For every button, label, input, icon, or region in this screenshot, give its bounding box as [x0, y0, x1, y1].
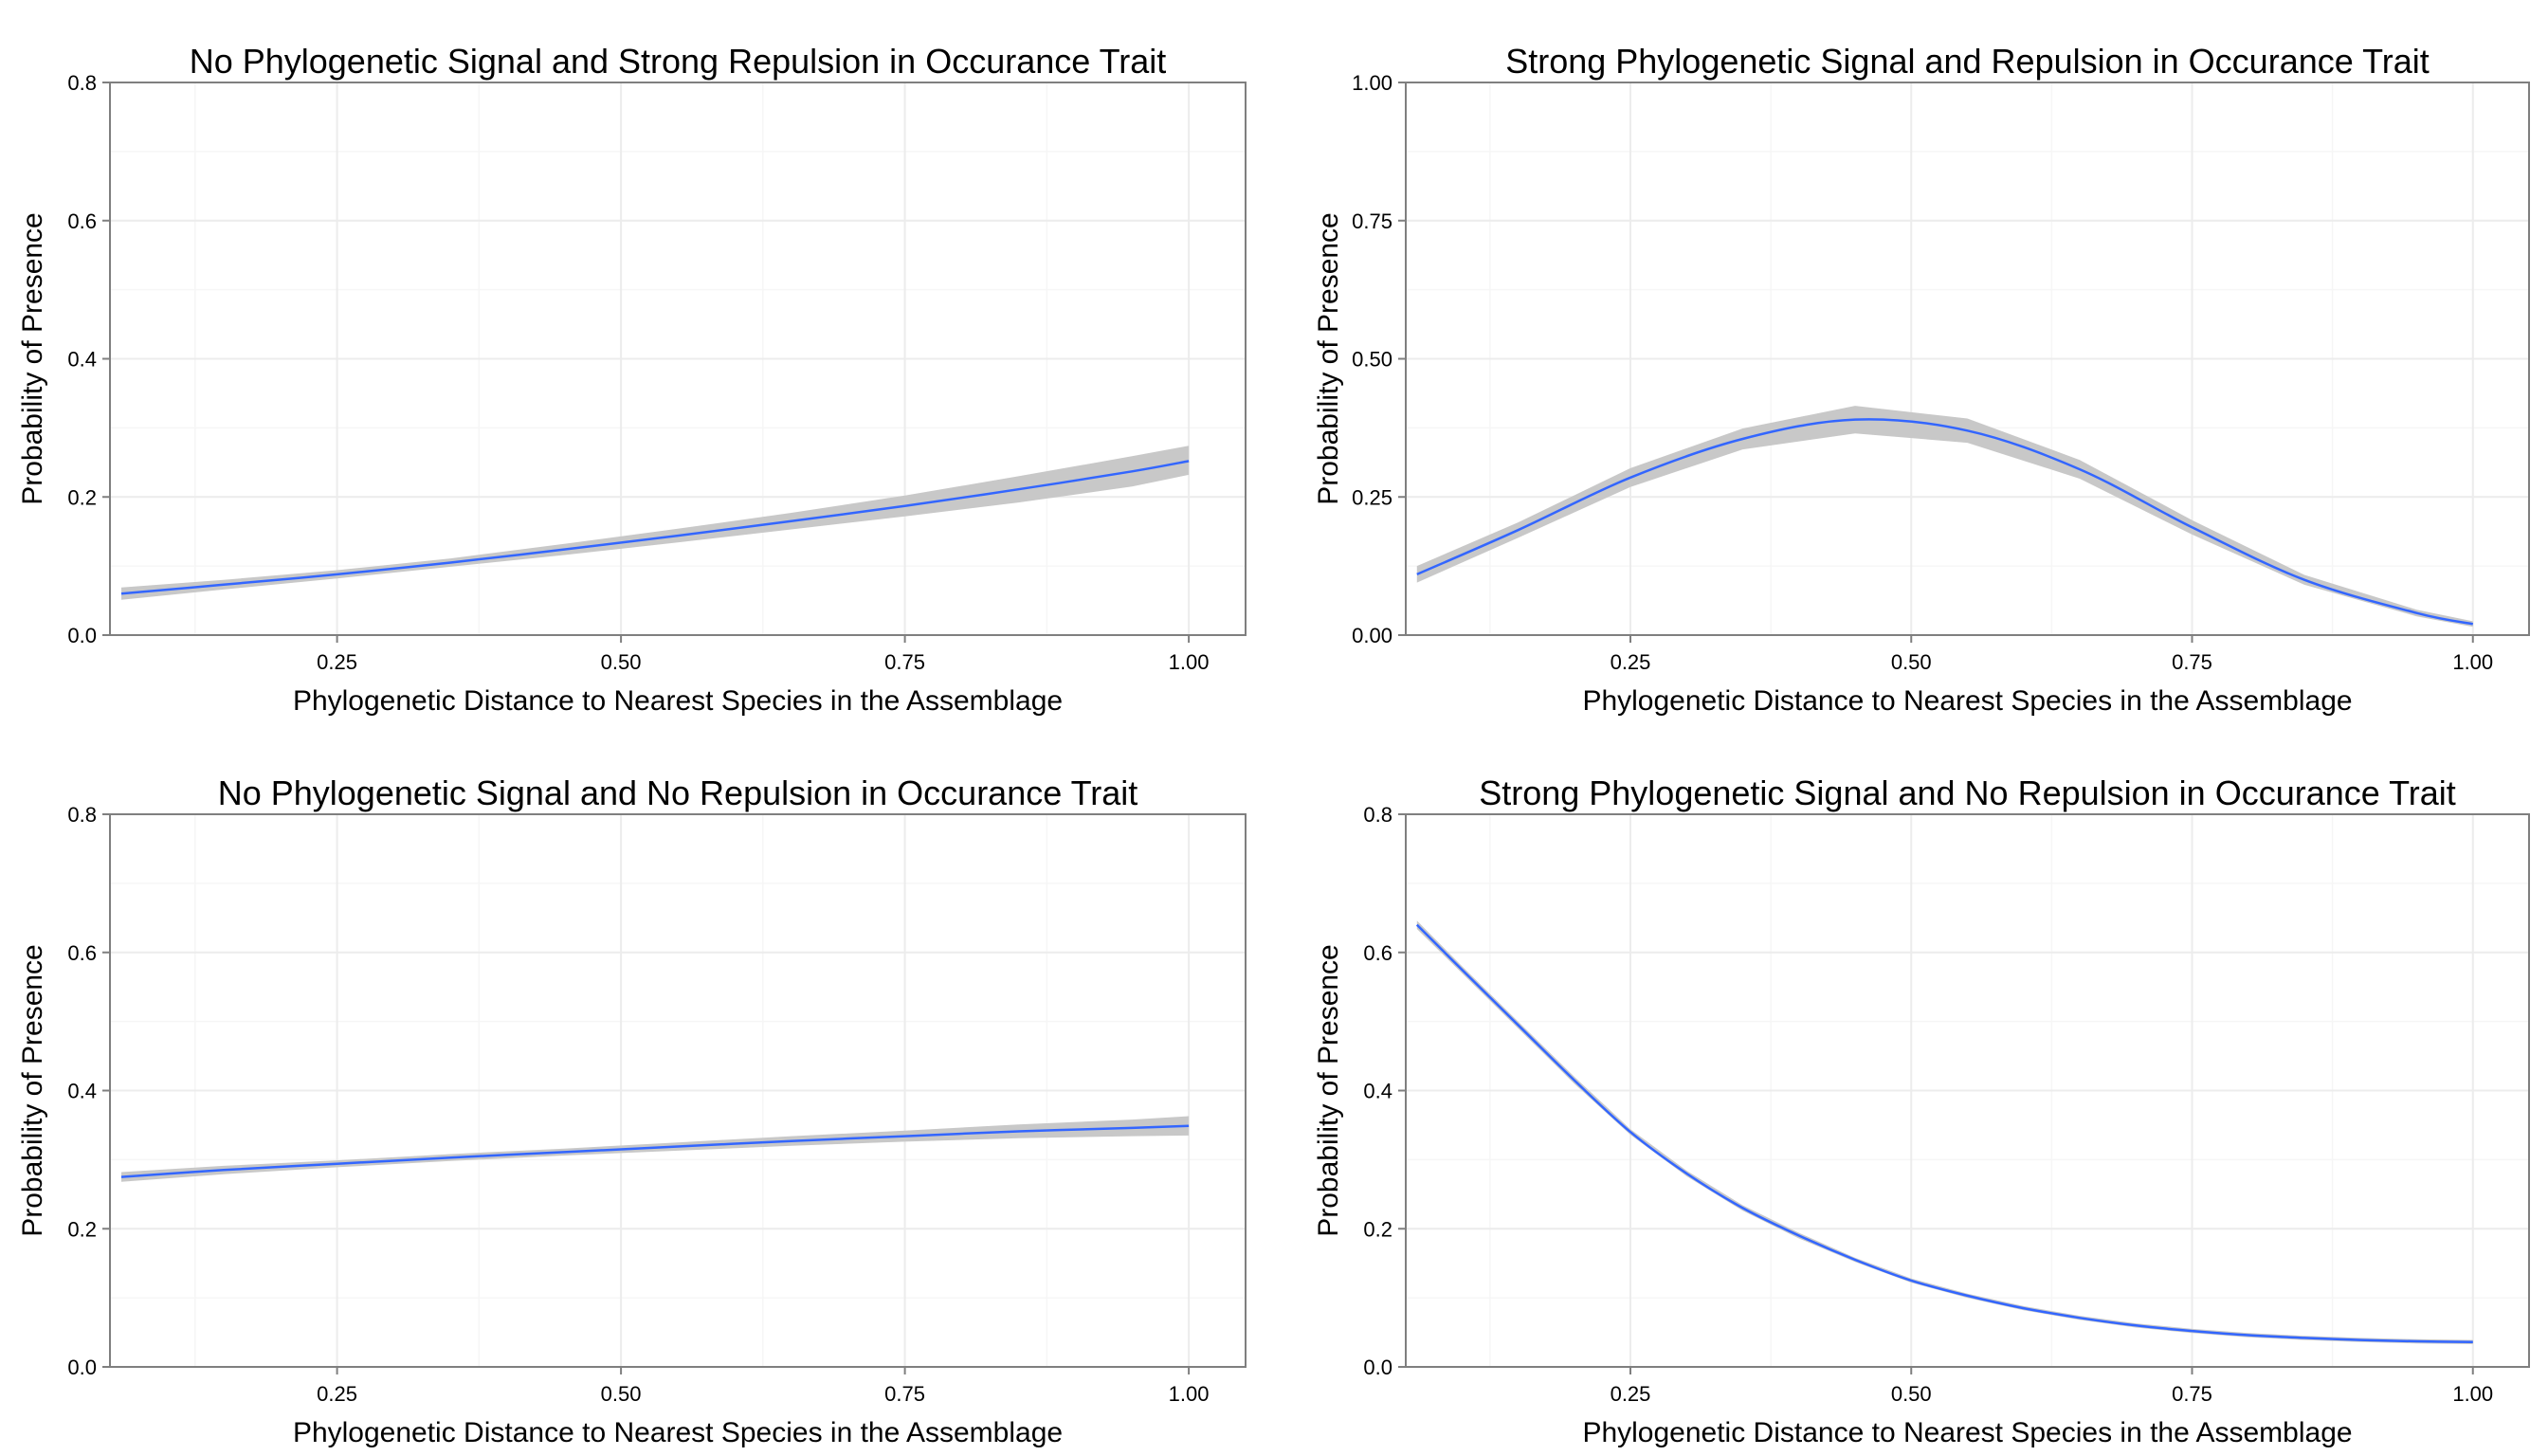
x-tick-label: 0.50: [601, 1382, 642, 1406]
y-tick-label: 0.6: [67, 209, 97, 233]
y-axis-label: Probability of Presence: [17, 944, 48, 1237]
x-tick-label: 0.75: [2172, 650, 2212, 674]
chart-panel-4: 0.0 0.2 0.4 0.6 0.8 0.25 0.50 0.75 1.00 Strong Ph…: [1313, 774, 2530, 1448]
x-tick-label: 0.50: [1891, 650, 1932, 674]
confidence-band: [1416, 406, 2473, 628]
confidence-band: [1416, 920, 2473, 1344]
y-tick-label: 1.00: [1352, 71, 1392, 95]
x-tick-label: 0.25: [1611, 650, 1651, 674]
y-tick-label: 0.8: [67, 71, 97, 95]
x-tick-label: 0.50: [1891, 1382, 1932, 1406]
y-tick-label: 0.75: [1352, 209, 1392, 233]
y-tick-label: 0.00: [1352, 624, 1392, 647]
fitted-line: [120, 1124, 1190, 1178]
x-tick-label: 0.25: [317, 650, 357, 674]
x-tick-label: 1.00: [1169, 650, 1210, 674]
x-axis-label: Phylogenetic Distance to Nearest Species…: [1582, 1417, 2352, 1448]
y-tick-label: 0.0: [67, 624, 97, 647]
y-tick-label: 0.25: [1352, 485, 1392, 509]
x-tick-label: 0.25: [317, 1382, 357, 1406]
y-axis-label: Probability of Presence: [1313, 944, 1344, 1237]
chart-panel-1: 0.0 0.2 0.4 0.6 0.8 0.25 0.50 0.75 1.00 No Phylog…: [17, 42, 1247, 717]
y-tick-label: 0.4: [67, 348, 97, 372]
y-tick-label: 0.0: [1363, 1356, 1392, 1379]
x-tick-label: 1.00: [1169, 1382, 1210, 1406]
y-tick-label: 0.8: [67, 803, 97, 827]
x-tick-label: 0.50: [601, 650, 642, 674]
x-tick-label: 1.00: [2452, 1382, 2493, 1406]
fitted-line: [120, 460, 1190, 595]
y-tick-label: 0.6: [67, 941, 97, 965]
y-tick-label: 0.0: [67, 1356, 97, 1379]
chart-title: No Phylogenetic Signal and Strong Repuls…: [190, 42, 1167, 81]
fitted-line: [1416, 418, 2474, 626]
y-axis-label: Probability of Presence: [17, 212, 48, 505]
confidence-band: [121, 446, 1190, 600]
chart-title: Strong Phylogenetic Signal and Repulsion…: [1505, 42, 2430, 81]
chart-panel-3: 0.0 0.2 0.4 0.6 0.8 0.25 0.50 0.75 1.00 No Phylog…: [17, 774, 1247, 1448]
chart-panel-2: 0.00 0.25 0.50 0.75 1.00 0.25 0.50 0.75 1.00 Stro…: [1313, 42, 2530, 717]
y-tick-label: 0.2: [1363, 1217, 1392, 1241]
fitted-line: [1415, 923, 2473, 1344]
y-tick-label: 0.4: [67, 1080, 97, 1103]
chart-title: No Phylogenetic Signal and No Repulsion …: [218, 774, 1138, 812]
y-axis-label: Probability of Presence: [1313, 212, 1344, 505]
x-tick-label: 0.75: [884, 650, 925, 674]
x-tick-label: 1.00: [2452, 650, 2493, 674]
y-tick-label: 0.2: [67, 485, 97, 509]
y-tick-label: 0.2: [67, 1217, 97, 1241]
x-tick-label: 0.75: [2172, 1382, 2212, 1406]
x-tick-label: 0.25: [1611, 1382, 1651, 1406]
confidence-band: [121, 1116, 1190, 1182]
y-tick-label: 0.6: [1363, 941, 1392, 965]
chart-title: Strong Phylogenetic Signal and No Repuls…: [1479, 774, 2456, 812]
y-tick-label: 0.50: [1352, 348, 1392, 372]
y-tick-label: 0.8: [1363, 803, 1392, 827]
x-tick-label: 0.75: [884, 1382, 925, 1406]
y-tick-label: 0.4: [1363, 1080, 1392, 1103]
x-axis-label: Phylogenetic Distance to Nearest Species…: [293, 1417, 1063, 1448]
x-axis-label: Phylogenetic Distance to Nearest Species…: [1582, 685, 2352, 717]
x-axis-label: Phylogenetic Distance to Nearest Species…: [293, 685, 1063, 717]
